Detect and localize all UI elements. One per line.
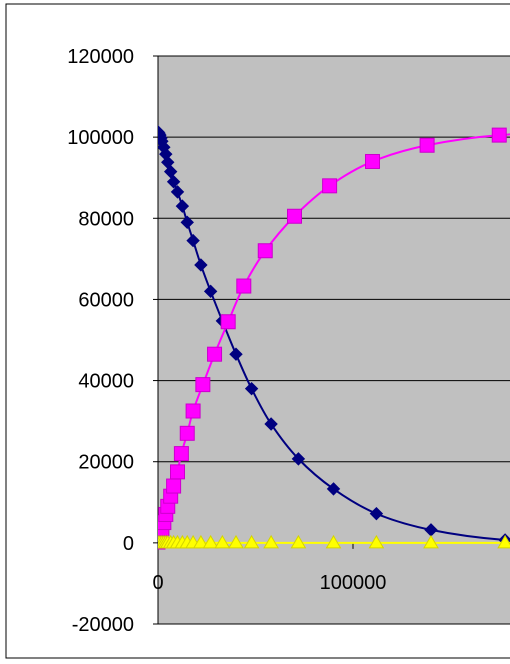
data-point-square — [220, 314, 236, 330]
data-point-diamond — [326, 482, 341, 496]
data-point-diamond — [291, 452, 306, 466]
data-point-triangle — [368, 534, 385, 549]
data-point-square — [166, 478, 182, 494]
y-tick-label: 20000 — [78, 452, 134, 474]
series-square — [158, 127, 510, 550]
data-point-square — [365, 153, 380, 169]
data-point-square — [170, 464, 185, 480]
data-point-diamond — [175, 199, 190, 213]
data-point-square — [287, 208, 302, 224]
data-point-triangle — [325, 534, 342, 549]
tick-labels: -20000 0 20000 40000 60000 80000 100000 120000 0… — [67, 46, 387, 636]
data-point-diamond — [166, 175, 181, 189]
data-point-diamond — [186, 233, 200, 248]
data-point-square — [236, 278, 252, 294]
data-point-triangle — [243, 534, 260, 549]
data-point-diamond — [170, 185, 185, 199]
data-point-square — [322, 178, 338, 194]
y-tick-label: 40000 — [78, 371, 134, 393]
data-point-triangle — [193, 534, 209, 549]
series-diamond — [158, 125, 510, 547]
data-point-diamond — [180, 215, 194, 230]
y-tick-label: 0 — [123, 533, 134, 555]
data-point-diamond — [229, 347, 243, 361]
data-point-square — [179, 425, 195, 441]
data-point-triangle — [214, 534, 231, 549]
y-tick-label: 120000 — [67, 46, 134, 68]
data-point-square — [207, 346, 223, 362]
x-tick-label: 100000 — [320, 572, 387, 594]
data-point-diamond — [244, 381, 259, 396]
x-tick-label: 0 — [152, 572, 163, 594]
data-point-triangle — [202, 534, 219, 549]
data-point-diamond — [369, 506, 384, 521]
plot-area — [157, 55, 510, 625]
series-layer — [158, 125, 510, 550]
data-point-triangle — [263, 534, 279, 549]
data-point-triangle — [423, 534, 439, 549]
data-point-diamond — [163, 164, 178, 179]
y-tick-label: 80000 — [78, 208, 134, 230]
data-point-diamond — [194, 258, 208, 272]
series-triangle — [158, 534, 510, 549]
data-point-triangle — [228, 534, 244, 549]
data-point-square — [491, 127, 507, 143]
y-tick-label: 60000 — [78, 289, 134, 311]
data-point-square — [195, 377, 211, 393]
y-tick-label: 100000 — [67, 127, 134, 149]
data-point-diamond — [203, 284, 218, 299]
data-point-diamond — [264, 417, 278, 431]
data-point-triangle — [497, 534, 510, 549]
data-point-triangle — [290, 534, 307, 549]
data-point-square — [257, 243, 273, 259]
data-point-square — [419, 137, 435, 153]
y-tick-label: -20000 — [72, 614, 134, 636]
data-point-square — [185, 403, 201, 419]
data-point-square — [173, 446, 189, 462]
